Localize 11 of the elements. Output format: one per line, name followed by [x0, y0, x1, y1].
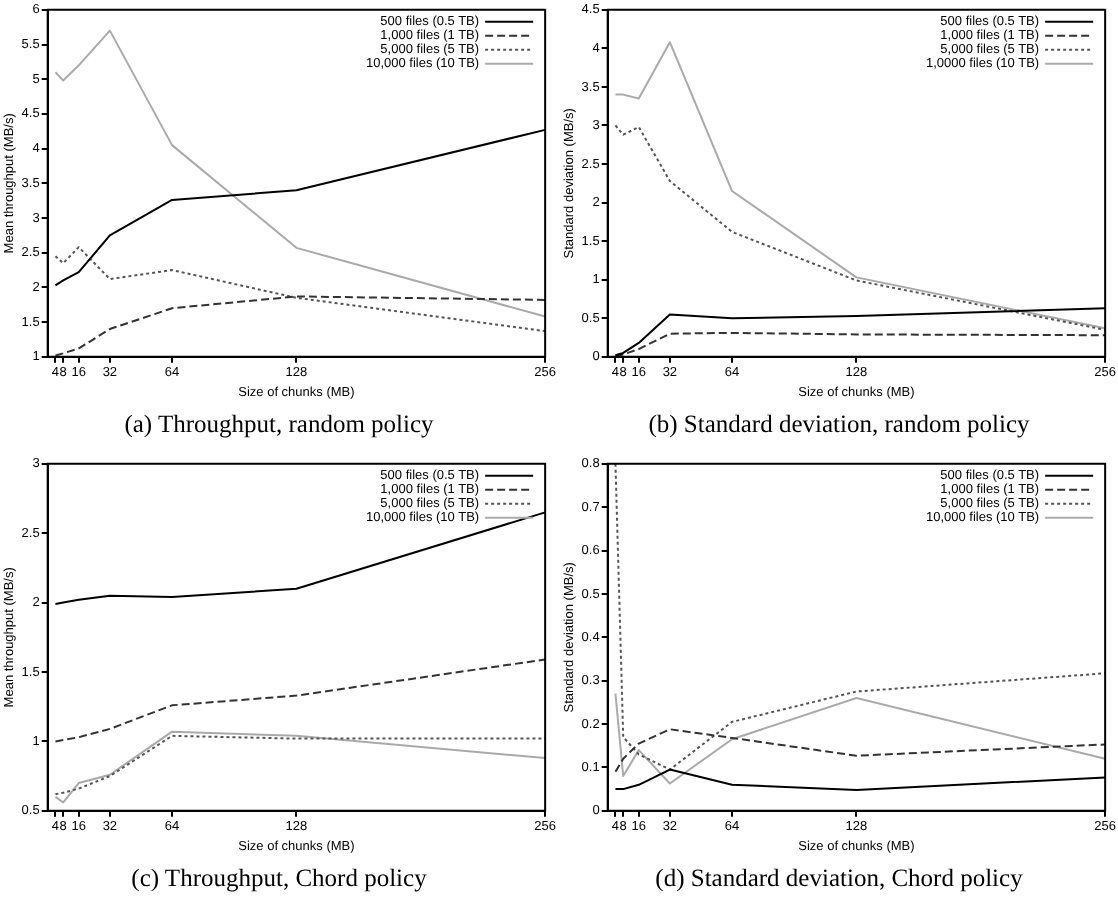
- line-series: [54, 295, 546, 357]
- line-series: [614, 728, 1106, 773]
- text: (d) Standard deviation, Chord policy: [653, 862, 1025, 896]
- line-series: [54, 246, 546, 333]
- text: (a) Throughput, random policy: [122, 408, 436, 442]
- line-series: [614, 463, 1106, 771]
- text: (c) Throughput, Chord policy: [129, 862, 429, 896]
- text: (b) Standard deviation, random policy: [646, 408, 1032, 442]
- line-series: [54, 658, 546, 743]
- line-series: [614, 331, 1106, 357]
- line-series: [614, 124, 1106, 331]
